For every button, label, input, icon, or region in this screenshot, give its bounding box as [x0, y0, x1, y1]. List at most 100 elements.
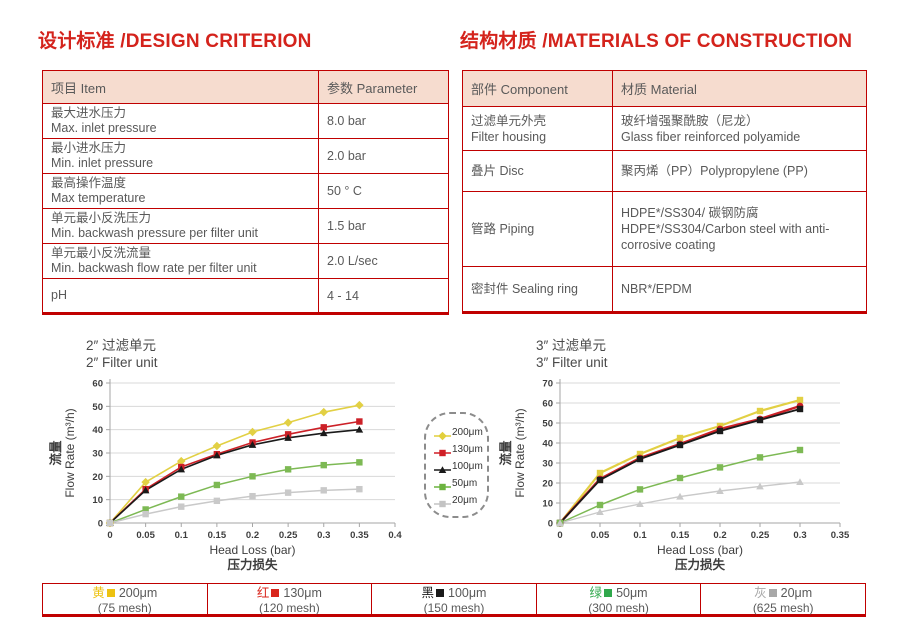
item-label-zh: 最高操作温度	[51, 176, 127, 190]
legend-label: 50μm	[452, 478, 478, 489]
svg-text:0.35: 0.35	[350, 530, 369, 541]
svg-text:40: 40	[92, 425, 103, 436]
item-label-zh: 单元最小反洗压力	[51, 211, 152, 225]
legend-entry: 200μm	[434, 424, 487, 441]
component-label-zh: 叠片 Disc	[471, 164, 524, 178]
legend-marker-200um-icon	[434, 428, 451, 440]
col-header-material: 材质 Material	[612, 70, 867, 107]
micron-size: 130μm	[283, 586, 322, 600]
color-key-cell-gray: 灰 20μm (625 mesh)	[700, 584, 865, 615]
item-label-en: Min. backwash flow rate per filter unit	[51, 261, 257, 275]
svg-text:流量: 流量	[48, 440, 63, 466]
parameter-value: 2.0 bar	[318, 138, 449, 174]
table-row: 单元最小反洗压力 Min. backwash pressure per filte…	[42, 208, 449, 244]
parameter-value: 2.0 L/sec	[318, 243, 449, 279]
svg-text:30: 30	[542, 459, 553, 470]
chart-title: 2″ 过滤单元 2″ Filter unit	[86, 337, 158, 371]
mesh-size: (150 mesh)	[423, 601, 485, 615]
color-name-zh: 黑	[421, 586, 434, 600]
table-row: 过滤单元外壳 Filter housing 玻纤增强聚酰胺（尼龙） Glass fi…	[462, 106, 867, 151]
legend-marker-20um-icon	[434, 496, 451, 507]
material-value-zh: 聚丙烯（PP）Polypropylene (PP)	[621, 164, 808, 178]
svg-text:0.05: 0.05	[136, 530, 155, 541]
svg-text:0: 0	[548, 519, 553, 530]
mesh-size: (120 mesh)	[259, 601, 320, 615]
color-name-zh: 灰	[754, 586, 767, 600]
svg-text:60: 60	[92, 379, 103, 390]
color-swatch	[436, 589, 444, 597]
svg-text:0: 0	[557, 530, 562, 541]
component-label-zh: 密封件 Sealing ring	[471, 282, 578, 296]
svg-text:压力损失: 压力损失	[227, 557, 278, 572]
svg-text:0.25: 0.25	[279, 530, 298, 541]
table-row: 最大进水压力 Max. inlet pressure 8.0 bar	[42, 103, 449, 139]
component-label-zh: 过滤单元外壳	[471, 113, 547, 128]
materials-table: 部件 Component 材质 Material 过滤单元外壳 Filter ho…	[462, 70, 867, 314]
chart-title-zh: 2″ 过滤单元	[86, 338, 157, 353]
legend-label: 20μm	[452, 495, 478, 506]
component-label-zh: 管路 Piping	[471, 222, 535, 236]
svg-text:0: 0	[107, 530, 112, 541]
chart-2inch-filter-unit: 2″ 过滤单元 2″ Filter unit 0 10 20 30 40 50 60 0 0.0…	[45, 337, 440, 583]
legend-entry: 100μm	[434, 458, 487, 475]
color-name-zh: 绿	[589, 586, 603, 600]
legend-label: 100μm	[452, 461, 483, 472]
svg-text:0.15: 0.15	[208, 530, 227, 541]
svg-text:0.1: 0.1	[175, 530, 189, 541]
color-name-zh: 黄	[92, 586, 105, 600]
col-header-parameter: 参数 Parameter	[318, 70, 449, 104]
micron-size: 20μm	[780, 586, 813, 600]
item-label-zh: 最大进水压力	[51, 106, 127, 120]
svg-text:Flow Rate (m³/h): Flow Rate (m³/h)	[63, 408, 77, 497]
chart-title-zh: 3″ 过滤单元	[536, 338, 607, 353]
table-row: pH 4 - 14	[42, 278, 449, 314]
micron-size: 100μm	[448, 586, 487, 600]
svg-text:0.2: 0.2	[246, 530, 259, 541]
micron-size: 200μm	[118, 586, 158, 600]
mesh-size: (75 mesh)	[97, 601, 152, 615]
legend-entry: 50μm	[434, 475, 487, 492]
color-key-table: 黄 200μm (75 mesh) 红 130μm (120 mesh) 黑 100μ…	[42, 583, 866, 617]
item-label-zh: pH	[51, 288, 67, 302]
item-label-zh: 单元最小反洗流量	[51, 246, 152, 260]
material-value-en: HDPE*/SS304/Carbon steel with anti-corro…	[621, 222, 830, 252]
svg-text:0.25: 0.25	[751, 530, 770, 541]
legend-marker-100um-icon	[434, 462, 451, 473]
mesh-size: (625 mesh)	[752, 601, 814, 615]
component-label-en: Filter housing	[471, 129, 547, 144]
svg-text:0.2: 0.2	[713, 530, 726, 541]
svg-text:Head Loss (bar): Head Loss (bar)	[209, 543, 295, 557]
legend-marker-50um-icon	[434, 479, 451, 490]
material-value-zh: 玻纤增强聚酰胺（尼龙）	[621, 113, 759, 128]
item-label-zh: 最小进水压力	[51, 141, 127, 155]
chart-plot-area: 0 10 20 30 40 50 60 70 0 0.05 0.1 0.15 0.2 0.25 0.3 0.3…	[495, 375, 890, 588]
svg-text:0.15: 0.15	[671, 530, 690, 541]
svg-text:0.05: 0.05	[591, 530, 610, 541]
legend-label: 130μm	[452, 444, 483, 455]
item-label-en: Max temperature	[51, 191, 146, 205]
material-value-zh: HDPE*/SS304/ 碳钢防腐	[621, 206, 759, 220]
svg-text:压力损失: 压力损失	[675, 557, 726, 572]
svg-text:Head Loss (bar): Head Loss (bar)	[657, 543, 743, 557]
svg-text:60: 60	[542, 399, 553, 410]
design-criterion-title: 设计标准 /DESIGN CRITERION	[38, 31, 312, 52]
svg-text:30: 30	[92, 449, 103, 460]
table-row: 最高操作温度 Max temperature 50 ° C	[42, 173, 449, 209]
design-criterion-table: 项目 Item 参数 Parameter 最大进水压力 Max. inlet pr…	[42, 70, 449, 315]
color-key-cell-black: 黑 100μm (150 mesh)	[371, 584, 536, 615]
table-row: 最小进水压力 Min. inlet pressure 2.0 bar	[42, 138, 449, 174]
design-table-header-row: 项目 Item 参数 Parameter	[42, 70, 449, 104]
materials-table-header-row: 部件 Component 材质 Material	[462, 70, 867, 107]
svg-text:0: 0	[98, 519, 103, 530]
parameter-value: 50 ° C	[318, 173, 449, 209]
item-label-en: Min. inlet pressure	[51, 156, 154, 170]
svg-text:10: 10	[542, 499, 553, 510]
color-swatch	[604, 589, 613, 597]
materials-of-construction-title: 结构材质 /MATERIALS OF CONSTRUCTION	[460, 31, 853, 52]
color-key-cell-green: 绿 50μm (300 mesh)	[535, 584, 701, 615]
color-key-cell-red: 红 130μm (120 mesh)	[206, 584, 372, 615]
color-name-zh: 红	[256, 586, 270, 600]
svg-text:0.35: 0.35	[831, 530, 850, 541]
svg-text:0.1: 0.1	[633, 530, 647, 541]
